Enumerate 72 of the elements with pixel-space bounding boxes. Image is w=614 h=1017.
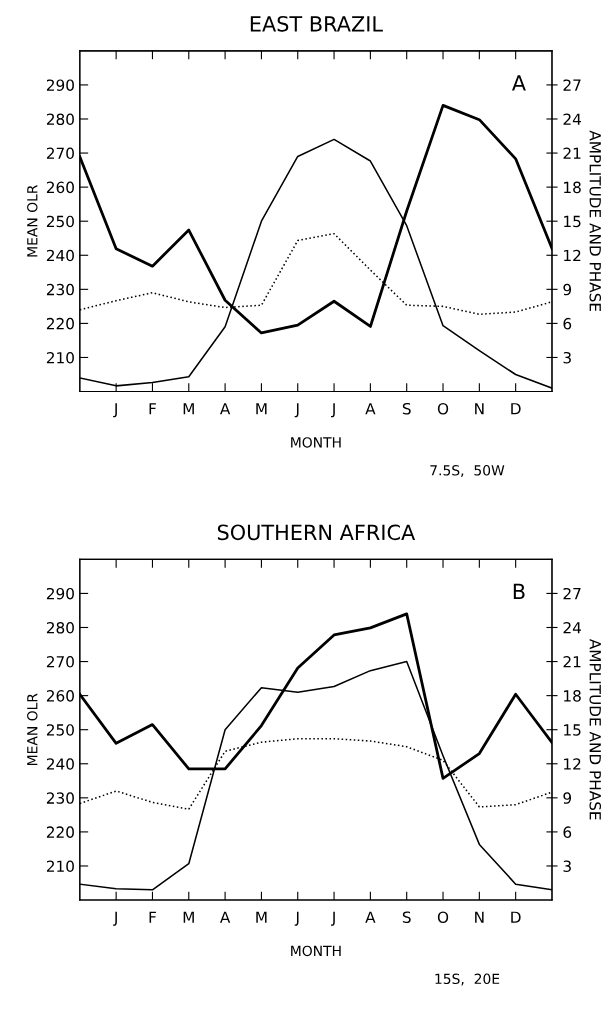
- y-tick-label: 280: [46, 621, 74, 634]
- x-tick-label: J: [294, 911, 299, 926]
- x-tick-label: M: [183, 403, 194, 415]
- y-tick-label: 280: [46, 113, 74, 126]
- annotation: B: [513, 583, 525, 600]
- y2-tick-label: 15: [564, 724, 581, 736]
- y2-tick-label: 12: [564, 758, 581, 770]
- y2-tick-label: 15: [564, 215, 581, 228]
- x-tick-label: J: [113, 403, 117, 418]
- y2-tick-label: 21: [563, 656, 581, 668]
- y-tick-label: 210: [46, 351, 74, 364]
- y2-tick-label: 24: [563, 113, 581, 125]
- y2-tick-label: 9: [563, 283, 572, 296]
- y-tick-label: 240: [46, 758, 74, 770]
- y-tick-label: 250: [46, 724, 74, 736]
- y-tick-label: 210: [46, 860, 74, 872]
- y-tick-label: 270: [46, 656, 74, 668]
- y2-tick-label: 3: [563, 860, 571, 872]
- x-tick-label: A: [220, 403, 231, 415]
- x-tick-label: J: [331, 911, 335, 926]
- y2-tick-label: 24: [563, 621, 581, 634]
- y2-tick-label: 21: [563, 147, 581, 159]
- x-tick-label: J: [294, 403, 299, 418]
- y-tick-label: 230: [46, 792, 74, 804]
- chart-title: SOUTHERN AFRICA: [217, 524, 416, 541]
- x-tick-label: O: [437, 402, 449, 415]
- y2-tick-label: 6: [563, 317, 572, 330]
- y-tick-label: 290: [46, 587, 74, 600]
- y2-tick-label: 18: [564, 690, 581, 702]
- x-tick-label: O: [437, 911, 449, 923]
- y2-tick-label: 6: [563, 826, 572, 838]
- y-tick-label: 220: [46, 826, 74, 838]
- x-axis-title: MONTH: [291, 945, 341, 957]
- y2-axis-title: AMPLITUDE AND PHASE: [589, 638, 602, 820]
- y2-tick-label: 18: [564, 181, 581, 194]
- y-tick-label: 260: [46, 690, 74, 702]
- x-tick-label: M: [256, 911, 267, 923]
- x-tick-label: J: [113, 911, 117, 926]
- x-tick-label: D: [511, 403, 521, 415]
- x-tick-label: M: [256, 403, 267, 415]
- y-tick-label: 270: [46, 147, 74, 160]
- text: 7.5S, 50W: [430, 465, 505, 477]
- x-tick-label: S: [402, 911, 411, 923]
- x-tick-label: N: [475, 403, 484, 415]
- x-tick-label: F: [149, 911, 156, 923]
- chart-title: EAST BRAZIL: [250, 15, 383, 32]
- x-tick-label: N: [475, 911, 484, 923]
- y-tick-label: 260: [46, 181, 74, 194]
- y2-axis-title: AMPLITUDE AND PHASE: [589, 130, 602, 312]
- y2-tick-label: 27: [563, 587, 581, 600]
- y-tick-label: 220: [46, 317, 74, 330]
- y-tick-label: 290: [46, 79, 74, 91]
- x-tick-label: D: [511, 911, 521, 923]
- x-tick-label: A: [365, 911, 376, 923]
- y2-tick-label: 27: [563, 79, 581, 91]
- x-axis-title: MONTH: [291, 437, 341, 448]
- y2-tick-label: 12: [564, 249, 581, 262]
- y2-tick-label: 9: [563, 792, 572, 804]
- x-tick-label: J: [331, 403, 335, 418]
- x-tick-label: A: [220, 911, 231, 923]
- x-tick-label: M: [183, 911, 194, 923]
- y-tick-label: 250: [46, 215, 74, 228]
- y-axis-title: MEAN OLR: [27, 693, 38, 766]
- y-tick-label: 230: [46, 283, 74, 296]
- text: 15S, 20E: [435, 973, 500, 986]
- y2-tick-label: 3: [563, 351, 571, 364]
- x-tick-label: S: [402, 402, 411, 415]
- y-axis-title: MEAN OLR: [27, 184, 38, 257]
- x-tick-label: F: [149, 403, 156, 415]
- annotation: A: [511, 75, 526, 91]
- y-tick-label: 240: [46, 249, 74, 262]
- x-tick-label: A: [365, 403, 376, 415]
